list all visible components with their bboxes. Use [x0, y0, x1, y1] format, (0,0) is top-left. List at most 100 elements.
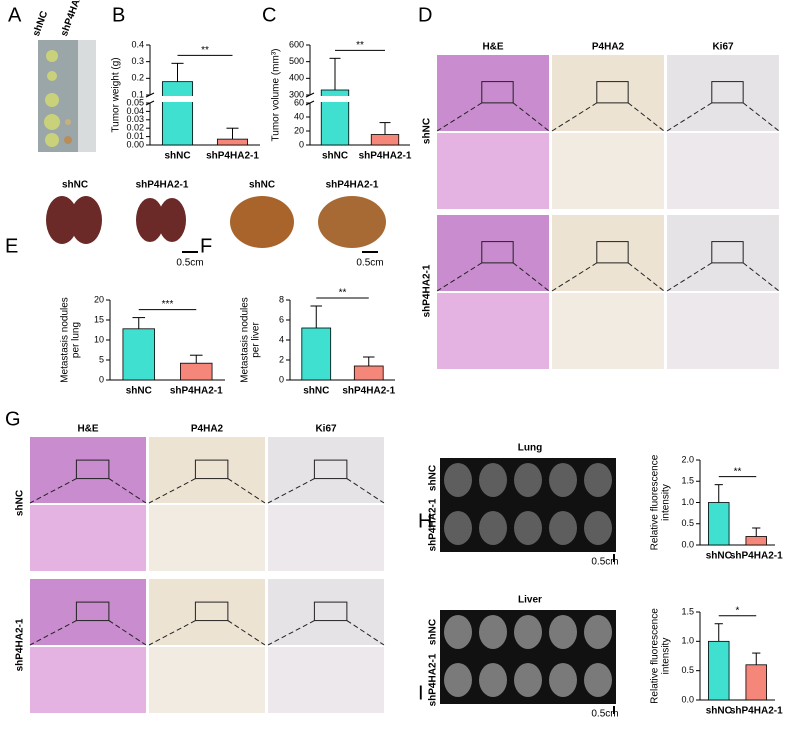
- y-tick-label: 0.0: [681, 539, 694, 549]
- organ: [444, 463, 472, 497]
- lung-photo: [46, 196, 198, 253]
- y-axis-label: Metastasis nodules: [240, 297, 251, 383]
- x-tick-label: shNC: [303, 386, 329, 397]
- y-tick-label: 0.5: [681, 665, 694, 675]
- organ: [584, 663, 612, 697]
- micrograph: [437, 55, 549, 131]
- organ: [479, 463, 507, 497]
- scale-bar-label: 0.5cm: [591, 557, 618, 568]
- zoom-line: [436, 262, 483, 292]
- inset-box: [711, 241, 744, 264]
- zoom-line: [148, 478, 196, 504]
- organ: [444, 511, 472, 545]
- bar: [180, 362, 213, 381]
- y-axis-label: intensity: [661, 638, 672, 675]
- y-tick-label: 1.0: [681, 636, 694, 646]
- zoom-line: [666, 102, 713, 132]
- micrograph: [268, 505, 384, 571]
- y-tick-label: 10: [94, 334, 104, 344]
- x-tick-label: shP4HA2-1: [359, 151, 412, 162]
- y-tick-label: 6: [279, 314, 284, 324]
- y-tick-label: 5: [99, 354, 104, 364]
- y-axis-label: Relative fluorescence: [650, 454, 661, 550]
- micrograph: [552, 215, 664, 291]
- y-tick-label: 0.05: [126, 97, 144, 107]
- y-tick-label: 0.02: [126, 123, 144, 133]
- organ: [549, 463, 577, 497]
- y-axis-label: Relative fluorescence: [650, 608, 661, 704]
- x-tick-label: shP4HA2-1: [342, 386, 395, 397]
- inset-box: [75, 601, 110, 622]
- inset-box: [194, 459, 229, 480]
- bar: [370, 134, 400, 146]
- sample-label: shP4HA2-1: [59, 0, 88, 38]
- micrograph: [268, 437, 384, 503]
- inset-box: [596, 81, 629, 104]
- significance: **: [201, 45, 209, 56]
- group-label: shNC: [62, 180, 88, 191]
- micrograph: [268, 579, 384, 645]
- y-tick-label: 0.5: [681, 518, 694, 528]
- micrograph: [30, 505, 146, 571]
- significance: **: [356, 40, 364, 51]
- row-label: shP4HA2-1: [422, 264, 433, 317]
- bar: [301, 327, 332, 381]
- row-label: shP4HA2-1: [428, 653, 439, 706]
- inset-box: [75, 459, 110, 480]
- row-label: shNC: [422, 118, 433, 144]
- panel-letter: C: [262, 4, 276, 26]
- inset-box: [596, 241, 629, 264]
- bar: [122, 328, 155, 381]
- micrograph: [30, 437, 146, 503]
- tumor-photo: [38, 40, 96, 152]
- micrograph: [30, 647, 146, 713]
- y-tick-label: 0: [99, 374, 104, 384]
- y-axis-label: per liver: [251, 322, 262, 358]
- micrograph: [437, 215, 549, 291]
- scale-bar-label: 0.5cm: [356, 258, 383, 269]
- column-header: H&E: [77, 424, 98, 435]
- zoom-line: [148, 620, 196, 646]
- micrograph: [437, 293, 549, 369]
- y-tick-label: 600: [289, 39, 304, 49]
- row-label: shP4HA2-1: [428, 498, 439, 551]
- y-tick-label: 500: [289, 56, 304, 66]
- organ: [444, 615, 472, 649]
- y-tick-label: 0.1: [131, 89, 144, 99]
- x-tick-label: shNC: [706, 706, 732, 717]
- bar: [708, 502, 730, 546]
- inset-box: [481, 81, 514, 104]
- bar: [745, 536, 767, 546]
- y-axis-label: Tumor weight (g): [111, 57, 122, 132]
- organ: [584, 511, 612, 545]
- micrograph: [30, 579, 146, 645]
- y-tick-label: 0: [279, 374, 284, 384]
- y-tick-label: 0.00: [126, 139, 144, 149]
- micrograph: [552, 133, 664, 209]
- y-tick-label: 400: [289, 73, 304, 83]
- micrograph: [149, 437, 265, 503]
- micrograph: [667, 133, 779, 209]
- liver-photo: [230, 196, 386, 253]
- zoom-line: [551, 102, 598, 132]
- y-tick-label: 40: [294, 111, 304, 121]
- inset-box: [313, 601, 348, 622]
- micrograph: [667, 215, 779, 291]
- organ: [514, 615, 542, 649]
- x-tick-label: shP4HA2-1: [170, 386, 223, 397]
- scale-bar-label: 0.5cm: [176, 258, 203, 269]
- group-label: shP4HA2-1: [326, 180, 379, 191]
- group-label: shP4HA2-1: [136, 180, 189, 191]
- organ: [444, 663, 472, 697]
- panel-title: Liver: [518, 595, 542, 606]
- row-label: shNC: [428, 619, 439, 645]
- y-tick-label: 1.5: [681, 476, 694, 486]
- zoom-line: [29, 478, 77, 504]
- inset-box: [194, 601, 229, 622]
- organ: [479, 663, 507, 697]
- y-axis-label: Metastasis nodules: [60, 297, 71, 383]
- y-axis-label: per lung: [71, 322, 82, 358]
- bar: [708, 640, 730, 701]
- micrograph: [552, 293, 664, 369]
